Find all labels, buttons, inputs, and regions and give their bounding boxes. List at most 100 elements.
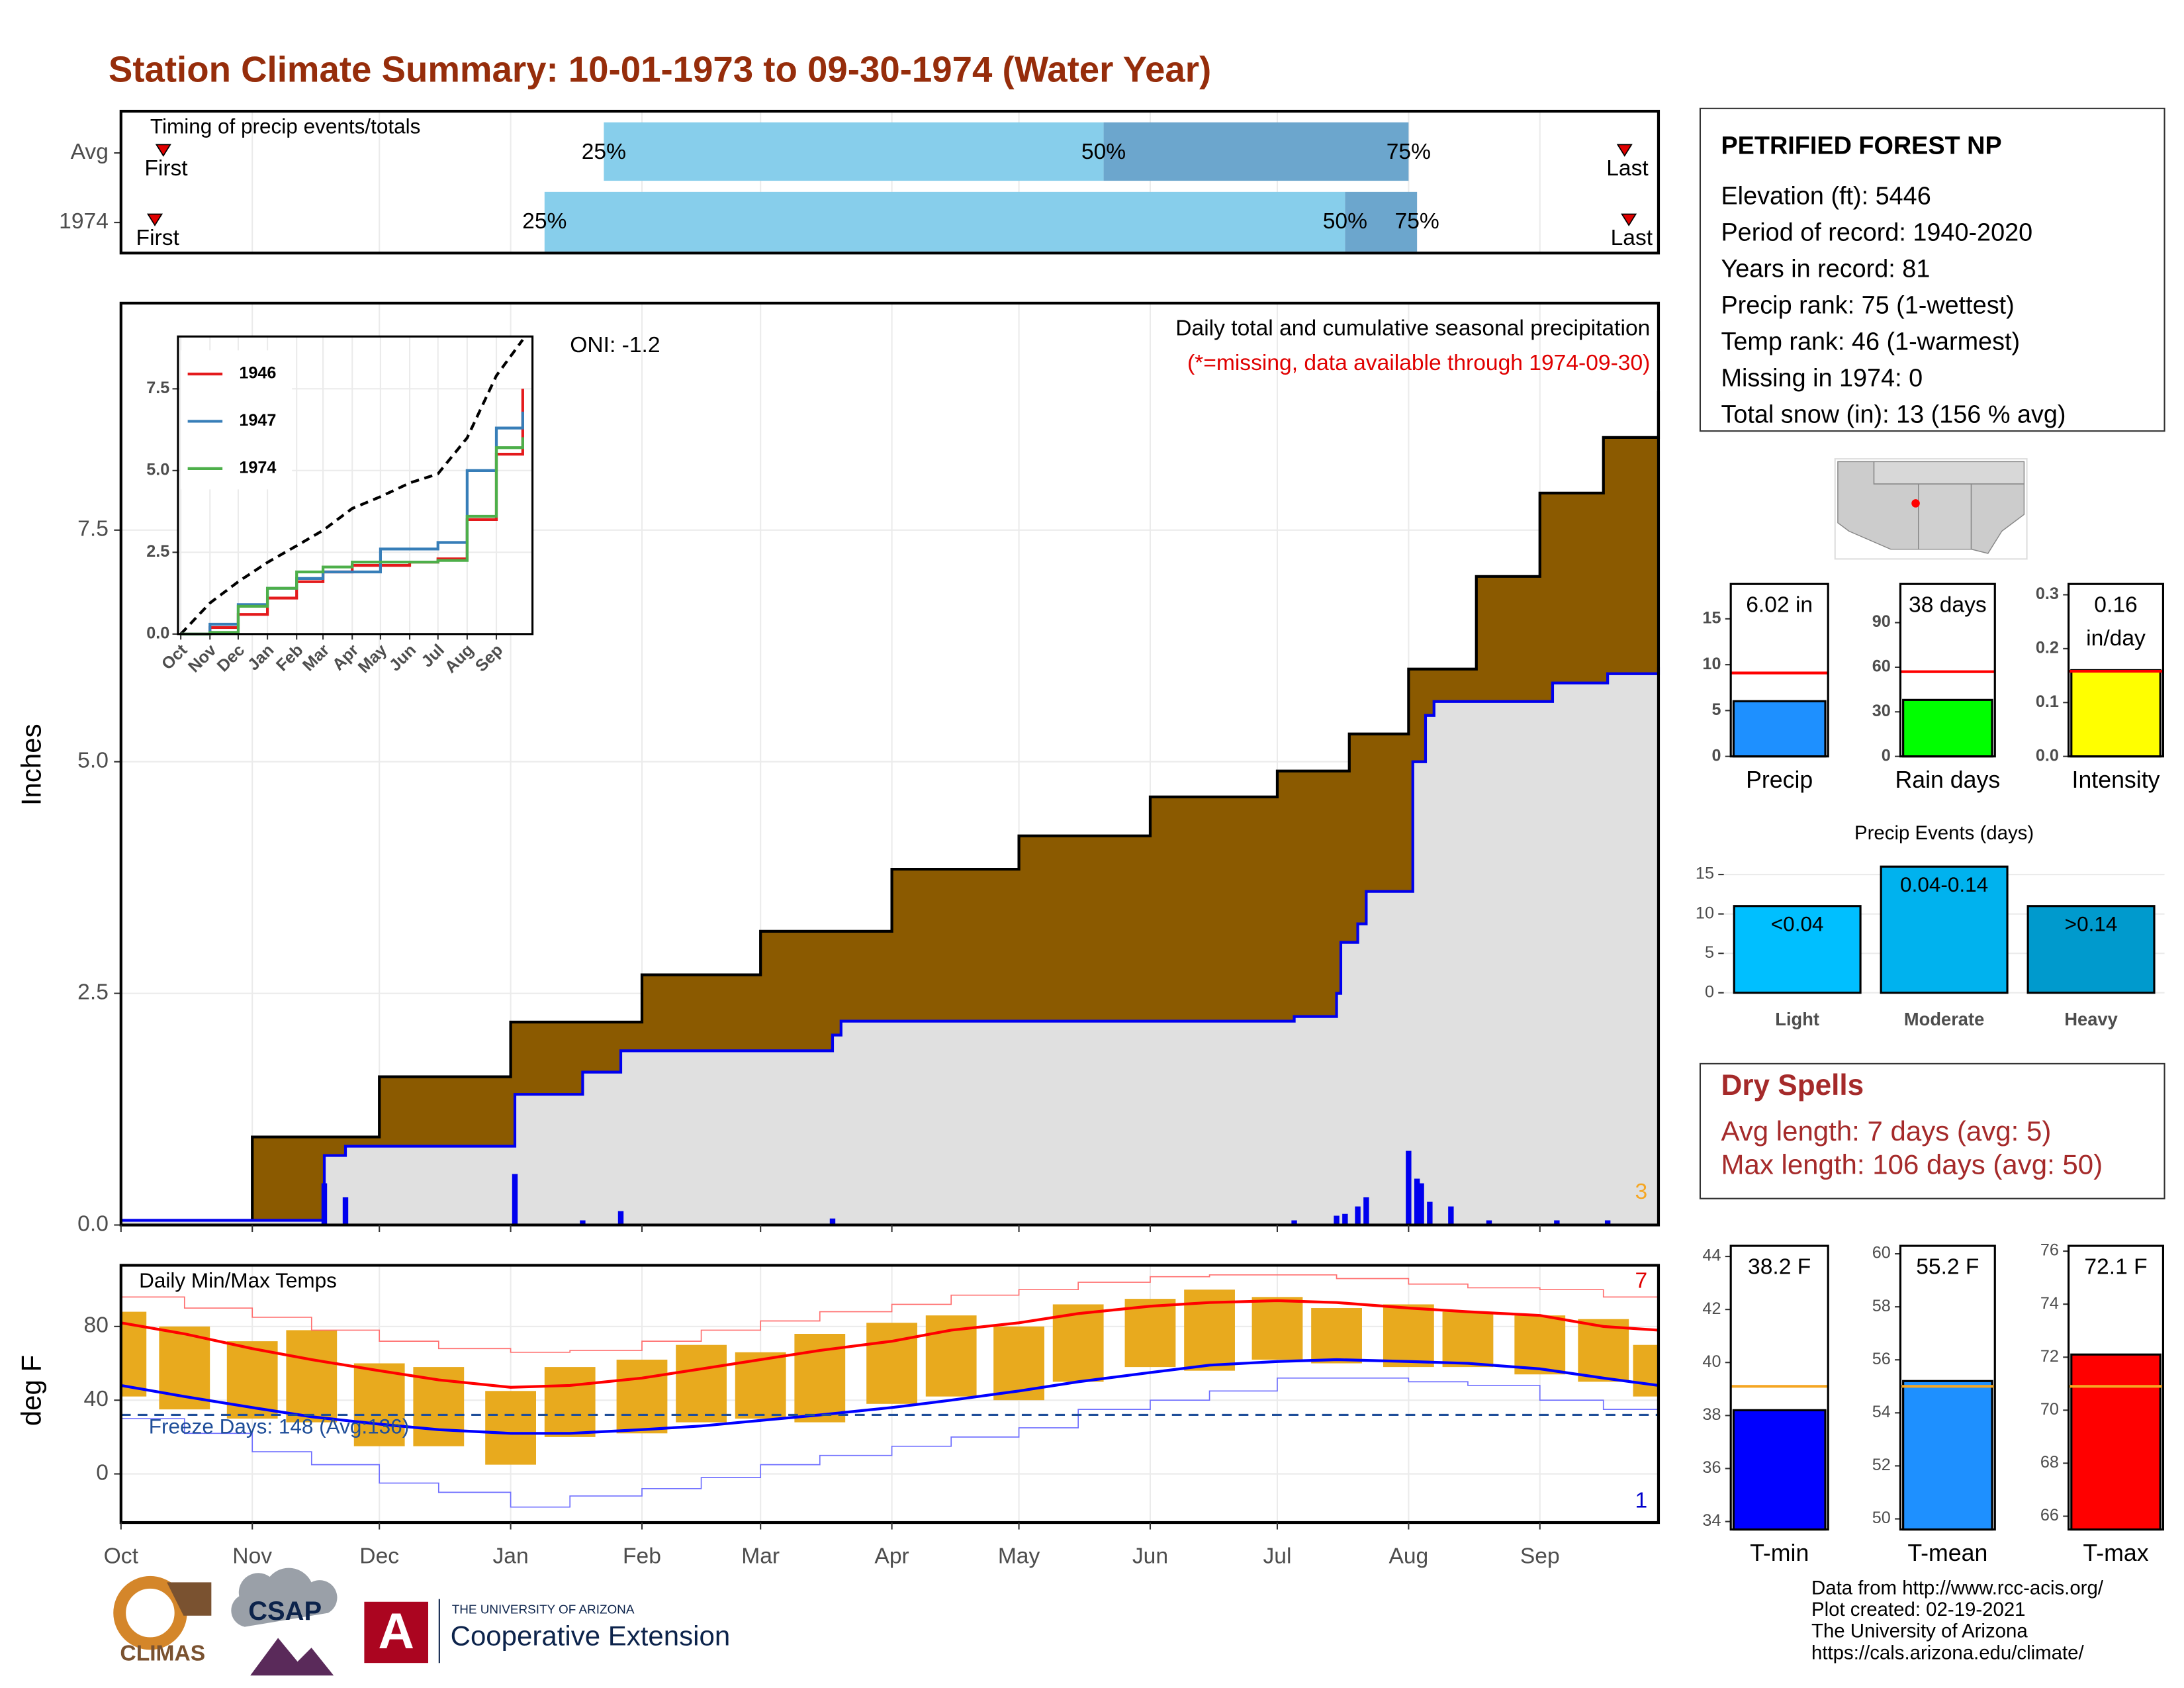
daily-temp-bar: [616, 1359, 668, 1434]
value-label: 55.2 F: [1916, 1255, 1979, 1280]
value-label: 72.1 F: [2084, 1255, 2147, 1280]
y-tick-label: 15: [1702, 609, 1721, 628]
x-tick-label: Apr: [874, 1544, 909, 1568]
quartile-band: [1103, 122, 1409, 181]
daily-bar: [1291, 1220, 1297, 1225]
event-label: Last: [1606, 156, 1649, 181]
y-tick-label: 66: [2040, 1506, 2059, 1524]
locator-map: [1834, 458, 2028, 560]
csap-cloud: [231, 1568, 338, 1627]
daily-temp-bar: [676, 1344, 727, 1423]
y-tick-label: 80: [84, 1313, 109, 1338]
y-tick-label: 76: [2040, 1241, 2059, 1260]
bar-chart-label: Intensity: [2072, 767, 2160, 793]
station-line: Precip rank: 75 (1-wettest): [1721, 291, 2014, 319]
y-tick-label: 5: [1705, 943, 1714, 962]
quantile-label: 50%: [1323, 209, 1367, 234]
y-tick-label: 40: [84, 1387, 109, 1411]
daily-temp-bar: [1578, 1319, 1629, 1382]
daily-bar: [1486, 1220, 1492, 1225]
daily-temp-bar: [1124, 1299, 1176, 1368]
y-tick-label: 0.3: [2036, 585, 2059, 603]
legend-label: 1974: [239, 459, 276, 477]
credit-line: Data from http://www.rcc-acis.org/: [1811, 1577, 2104, 1599]
daily-temp-bar: [286, 1330, 338, 1423]
annotation: Daily total and cumulative seasonal prec…: [1175, 316, 1650, 341]
event-marker: [146, 213, 163, 226]
average-cumulative-line: [120, 391, 1661, 1227]
daily-bar: [1406, 1150, 1412, 1225]
avg-max-line: [120, 1299, 1659, 1389]
station-name: PETRIFIED FOREST NP: [1721, 132, 2001, 160]
station-dot: [1911, 499, 1920, 508]
x-tick-label: Nov: [232, 1544, 272, 1568]
daily-bar: [321, 1183, 328, 1225]
daily-bar: [1554, 1220, 1560, 1225]
credit-line: The University of Arizona: [1811, 1620, 2028, 1642]
daily-temp-bar: [544, 1367, 596, 1437]
chart-title: Precip Events (days): [1854, 822, 2034, 844]
x-tick-label: Light: [1775, 1009, 1819, 1029]
y-tick-label: 54: [1872, 1403, 1891, 1421]
y-tick-label: 74: [2040, 1294, 2059, 1313]
x-tick-label: Mar: [741, 1544, 780, 1568]
ua-line: THE UNIVERSITY OF ARIZONA: [452, 1603, 635, 1617]
bar: [1732, 1409, 1827, 1531]
y-tick-label: 0: [1705, 982, 1714, 1001]
x-tick-label: Dec: [359, 1544, 399, 1568]
bar: [1732, 700, 1827, 758]
y-tick-label: 70: [2040, 1400, 2059, 1419]
daily-bar: [1342, 1213, 1348, 1225]
quantile-label: 25%: [522, 209, 567, 234]
climas-swirl: [113, 1575, 187, 1650]
plot-frame: [2068, 1244, 2165, 1531]
quantile-label: 25%: [582, 140, 626, 164]
plot-frame: [1729, 583, 1829, 758]
daily-bar: [1414, 1178, 1420, 1225]
y-tick-label: 42: [1702, 1299, 1721, 1318]
plot-frame: [119, 109, 1661, 255]
daily-bar: [1355, 1206, 1361, 1225]
y-tick-label: 72: [2040, 1347, 2059, 1366]
daily-bar: [1334, 1215, 1340, 1225]
y-tick-label: 90: [1872, 612, 1891, 631]
plot-frame: [2068, 583, 2165, 758]
y-tick-label: 58: [1872, 1297, 1891, 1315]
x-tick-label: Feb: [623, 1544, 661, 1568]
event-label: Last: [1611, 226, 1653, 250]
inset-frame: [177, 335, 534, 635]
event-marker: [1616, 144, 1633, 157]
average-line: [179, 339, 524, 635]
bar-chart-label: Rain days: [1895, 767, 2001, 793]
daily-temp-bar: [1251, 1297, 1303, 1360]
bar: [2070, 1353, 2161, 1531]
y-tick-label: 36: [1702, 1458, 1721, 1477]
y-axis-label: Inches: [16, 724, 47, 806]
series-line: [181, 437, 524, 635]
daily-bar: [1363, 1197, 1369, 1225]
daily-bar: [512, 1174, 518, 1225]
station-line: Years in record: 81: [1721, 255, 1930, 283]
y-tick-label: 40: [1702, 1352, 1721, 1371]
plot-frame: [1899, 1244, 1996, 1531]
map-state: [1873, 461, 2025, 485]
value-label: 0.16: [2094, 593, 2137, 618]
quantile-label: 75%: [1395, 209, 1439, 234]
event-marker: [1621, 213, 1637, 226]
value-label: in/day: [2086, 626, 2146, 651]
daily-bar: [1448, 1206, 1454, 1225]
y-tick-label: 2.5: [146, 542, 169, 561]
oni-label: ONI: -1.2: [570, 333, 660, 357]
y-tick-label: 0.0: [146, 624, 169, 642]
panel-title: Timing of precip events/totals: [150, 115, 421, 138]
x-tick-label: Sep: [1520, 1544, 1560, 1568]
ua-line: Cooperative Extension: [451, 1620, 731, 1651]
legend-label: 1947: [239, 411, 276, 430]
daily-bar: [1418, 1183, 1424, 1225]
daily-temp-bar: [1442, 1311, 1494, 1368]
daily-temp-bar: [866, 1323, 917, 1404]
daily-temp-bar: [353, 1363, 405, 1446]
station-line: Period of record: 1940-2020: [1721, 218, 2032, 246]
csap-logo-text: CSAP: [248, 1597, 322, 1626]
average-cumulative-area: [120, 391, 1659, 1225]
